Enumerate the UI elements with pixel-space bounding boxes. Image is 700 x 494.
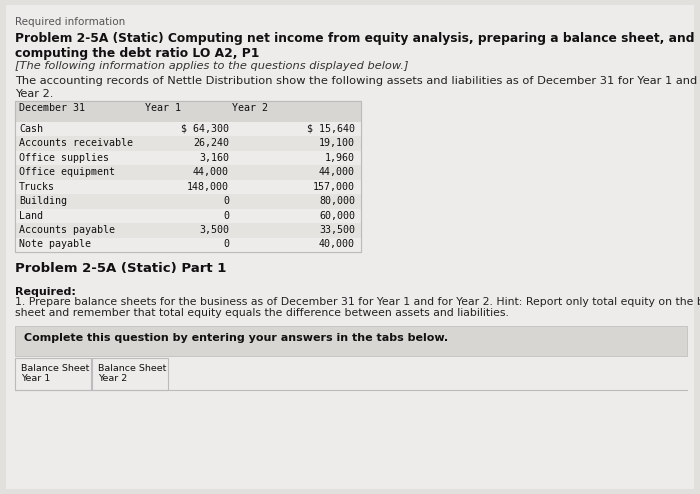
Text: Cash: Cash — [19, 124, 43, 134]
Text: 33,500: 33,500 — [319, 225, 355, 235]
Text: December 31: December 31 — [19, 103, 85, 113]
Text: Complete this question by entering your answers in the tabs below.: Complete this question by entering your … — [24, 333, 448, 343]
Bar — [15, 180, 360, 194]
Text: 1. Prepare balance sheets for the business as of December 31 for Year 1 and for : 1. Prepare balance sheets for the busine… — [15, 297, 700, 307]
Text: Problem 2-5A (Static) Computing net income from equity analysis, preparing a bal: Problem 2-5A (Static) Computing net inco… — [15, 32, 695, 45]
Text: Note payable: Note payable — [19, 240, 91, 249]
Bar — [15, 238, 360, 252]
Bar — [92, 358, 168, 390]
Text: 0: 0 — [223, 196, 229, 206]
Text: Office equipment: Office equipment — [19, 167, 115, 177]
Bar — [15, 208, 360, 223]
Text: 40,000: 40,000 — [319, 240, 355, 249]
Text: 0: 0 — [223, 240, 229, 249]
Bar — [15, 223, 360, 238]
Bar — [15, 358, 91, 390]
Text: Required information: Required information — [15, 17, 126, 27]
Bar — [15, 326, 687, 356]
Bar — [15, 101, 360, 122]
Text: Building: Building — [19, 196, 67, 206]
Text: 1,960: 1,960 — [325, 153, 355, 163]
Text: Trucks: Trucks — [19, 182, 55, 192]
Text: $ 15,640: $ 15,640 — [307, 124, 355, 134]
Text: Problem 2-5A (Static) Part 1: Problem 2-5A (Static) Part 1 — [15, 262, 227, 275]
Text: sheet and remember that total equity equals the difference between assets and li: sheet and remember that total equity equ… — [15, 308, 510, 318]
Text: [The following information applies to the questions displayed below.]: [The following information applies to th… — [15, 61, 409, 71]
Bar — [15, 165, 360, 180]
Text: Year 2: Year 2 — [98, 374, 127, 383]
Bar — [15, 122, 360, 136]
Text: computing the debt ratio LO A2, P1: computing the debt ratio LO A2, P1 — [15, 47, 260, 60]
Text: Year 1: Year 1 — [145, 103, 181, 113]
Bar — [15, 151, 360, 165]
Text: 80,000: 80,000 — [319, 196, 355, 206]
Bar — [15, 136, 360, 151]
Text: Required:: Required: — [15, 287, 76, 296]
Text: 157,000: 157,000 — [313, 182, 355, 192]
Text: Accounts receivable: Accounts receivable — [19, 138, 133, 148]
Text: Land: Land — [19, 210, 43, 221]
Text: Balance Sheet: Balance Sheet — [98, 364, 167, 373]
Text: 44,000: 44,000 — [193, 167, 229, 177]
Text: 19,100: 19,100 — [319, 138, 355, 148]
Text: The accounting records of Nettle Distribution show the following assets and liab: The accounting records of Nettle Distrib… — [15, 76, 698, 85]
Text: Year 2.: Year 2. — [15, 89, 54, 99]
Text: 26,240: 26,240 — [193, 138, 229, 148]
Bar — [15, 101, 360, 252]
Text: 0: 0 — [223, 210, 229, 221]
Text: Office supplies: Office supplies — [19, 153, 109, 163]
Text: Balance Sheet: Balance Sheet — [21, 364, 90, 373]
Text: Accounts payable: Accounts payable — [19, 225, 115, 235]
Text: $ 64,300: $ 64,300 — [181, 124, 229, 134]
Text: Year 1: Year 1 — [21, 374, 50, 383]
Text: Year 2: Year 2 — [232, 103, 268, 113]
Text: 60,000: 60,000 — [319, 210, 355, 221]
Text: 3,500: 3,500 — [199, 225, 229, 235]
Bar — [15, 101, 360, 252]
Text: 44,000: 44,000 — [319, 167, 355, 177]
Bar — [15, 194, 360, 208]
Text: 3,160: 3,160 — [199, 153, 229, 163]
Text: 148,000: 148,000 — [187, 182, 229, 192]
